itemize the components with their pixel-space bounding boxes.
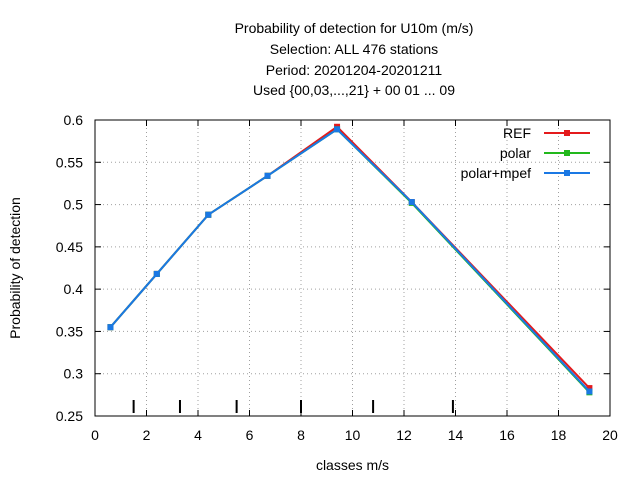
- chart-title-line-1: Probability of detection for U10m (m/s): [234, 20, 474, 36]
- chart-title-line-4: Used {00,03,...,21} + 00 01 ... 09: [253, 82, 455, 98]
- grid: [95, 120, 610, 416]
- legend-label: polar: [500, 145, 531, 161]
- x-tick-label: 10: [345, 427, 361, 443]
- legend: REF polar polar+mpef: [461, 125, 590, 181]
- x-axis-label: classes m/s: [316, 457, 389, 473]
- y-tick-label: 0.4: [64, 281, 84, 297]
- y-tick-label: 0.35: [56, 323, 83, 339]
- class-markers: [132, 400, 454, 413]
- data-point: [408, 199, 415, 206]
- data-point: [107, 324, 114, 331]
- series-ref: [107, 123, 593, 392]
- x-tick-label: 6: [246, 427, 254, 443]
- x-tick-label: 2: [143, 427, 151, 443]
- data-point: [153, 270, 160, 277]
- data-point: [334, 126, 341, 133]
- y-tick-label: 0.6: [64, 112, 84, 128]
- series-polar-mpef: [107, 126, 593, 395]
- x-tick-label: 20: [602, 427, 618, 443]
- chart-title-line-2: Selection: ALL 476 stations: [269, 41, 439, 57]
- series-group: [107, 123, 593, 396]
- data-point: [586, 388, 593, 395]
- y-tick-label: 0.5: [64, 197, 84, 213]
- legend-label: polar+mpef: [461, 165, 532, 181]
- legend-swatch-marker: [564, 150, 570, 156]
- chart-title-line-3: Period: 20201204-20201211: [265, 62, 443, 78]
- y-tick-label: 0.3: [64, 366, 84, 382]
- plot-frame: [94, 119, 611, 417]
- y-axis-label: Probability of detection: [7, 197, 23, 339]
- data-point: [205, 211, 212, 218]
- y-tick-label: 0.55: [56, 154, 83, 170]
- x-tick-label: 12: [396, 427, 412, 443]
- x-tick-label: 0: [91, 427, 99, 443]
- data-point: [264, 172, 271, 179]
- axis-ticks: 0.25 0.3 0.35 0.4 0.45 0.5 0.55 0.6 0 2 4 6 8 10 12 14 1…: [56, 112, 618, 443]
- x-tick-label: 18: [551, 427, 567, 443]
- data-point: [586, 385, 593, 392]
- legend-swatch-marker: [564, 170, 570, 176]
- x-tick-label: 4: [194, 427, 202, 443]
- legend-swatch-marker: [564, 130, 570, 136]
- y-tick-label: 0.25: [56, 408, 83, 424]
- y-tick-label: 0.45: [56, 239, 83, 255]
- x-tick-label: 16: [499, 427, 515, 443]
- legend-label: REF: [503, 125, 531, 141]
- x-tick-label: 8: [297, 427, 305, 443]
- x-tick-label: 14: [448, 427, 464, 443]
